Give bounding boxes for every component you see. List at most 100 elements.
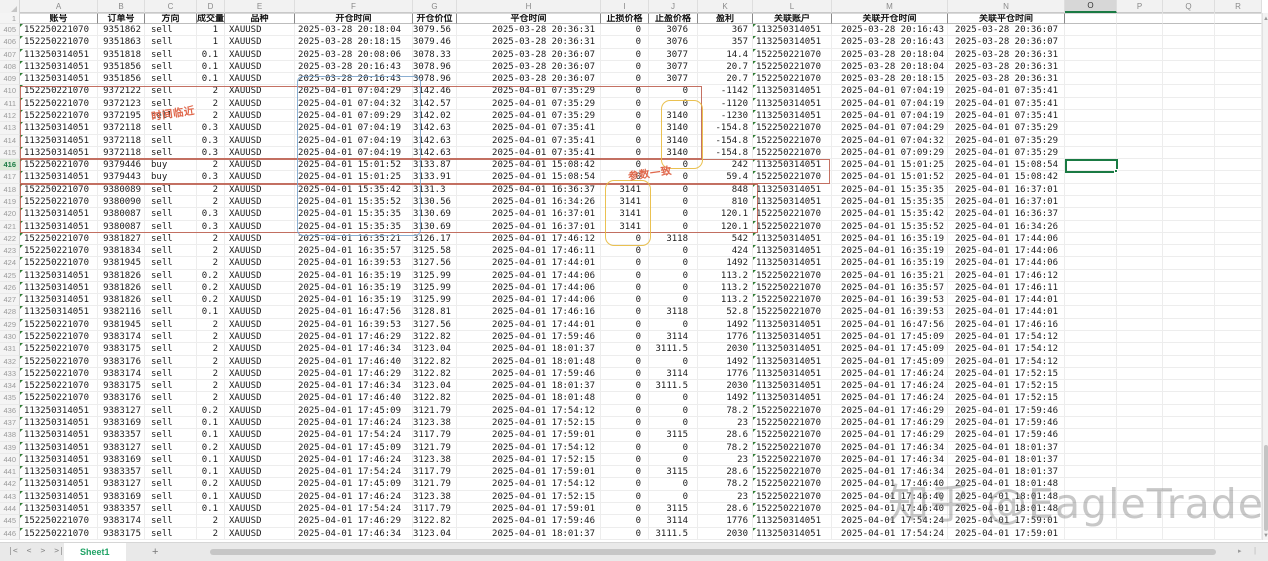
cell[interactable]: 9381945 xyxy=(98,257,145,270)
cell[interactable]: 9372118 xyxy=(98,122,145,135)
cell[interactable]: 3111.5 xyxy=(649,343,698,356)
cell[interactable]: 152250221070 xyxy=(753,122,832,135)
cell[interactable]: 23 xyxy=(698,490,753,503)
cell[interactable] xyxy=(1065,490,1117,503)
cell[interactable] xyxy=(1163,478,1215,491)
vertical-scrollbar-thumb[interactable] xyxy=(1264,445,1268,531)
cell[interactable]: 2025-04-01 16:37:01 xyxy=(457,208,601,221)
cell[interactable]: XAUUSD xyxy=(225,417,295,430)
cell[interactable]: 3141 xyxy=(601,183,649,196)
cell[interactable]: 2025-04-01 07:09:29 xyxy=(832,146,948,160)
row-header-446[interactable]: 446 xyxy=(0,527,20,540)
cell[interactable]: 9383169 xyxy=(98,490,145,503)
cell[interactable]: 152250221070 xyxy=(753,60,832,74)
column-header-J[interactable]: J xyxy=(649,0,698,13)
cell[interactable]: 2030 xyxy=(698,527,753,540)
cell[interactable]: 2025-04-01 17:54:24 xyxy=(832,527,948,540)
cell[interactable]: 113250314051 xyxy=(753,159,832,172)
cell[interactable]: 2 xyxy=(197,527,225,540)
cell[interactable]: 2025-04-01 17:52:15 xyxy=(948,392,1065,405)
cell[interactable]: 0 xyxy=(649,159,698,172)
cell[interactable]: 0 xyxy=(601,245,649,258)
cell[interactable]: 424 xyxy=(698,245,753,258)
cell[interactable] xyxy=(1215,490,1262,503)
cell[interactable] xyxy=(1117,36,1163,49)
cell[interactable]: 1776 xyxy=(698,367,753,381)
scroll-right-icon[interactable]: ▸ xyxy=(1238,548,1242,555)
cell[interactable]: 152250221070 xyxy=(753,466,832,479)
cell[interactable] xyxy=(1065,392,1117,405)
cell[interactable]: sell xyxy=(145,318,197,332)
cell[interactable]: 0.3 xyxy=(197,134,225,147)
cell[interactable]: 113250314051 xyxy=(20,478,98,491)
cell[interactable] xyxy=(1065,343,1117,356)
row-header-1[interactable]: 1 xyxy=(0,13,20,24)
cell[interactable]: 3123.04 xyxy=(413,380,457,393)
cell[interactable]: 242 xyxy=(698,159,753,172)
cell[interactable] xyxy=(1065,60,1117,74)
cell[interactable]: 113250314051 xyxy=(20,294,98,307)
cell[interactable]: 2025-04-01 07:04:19 xyxy=(832,85,948,98)
cell[interactable]: XAUUSD xyxy=(225,146,295,160)
cell[interactable] xyxy=(1215,24,1262,37)
cell[interactable] xyxy=(1215,36,1262,49)
cell[interactable]: 0 xyxy=(649,478,698,491)
row-header-405[interactable]: 405 xyxy=(0,24,20,37)
cell[interactable] xyxy=(1163,159,1215,172)
cell[interactable]: 0 xyxy=(601,392,649,405)
cell[interactable]: 0 xyxy=(601,48,649,61)
cell[interactable]: 1 xyxy=(197,24,225,37)
cell[interactable]: 0 xyxy=(601,171,649,184)
cell[interactable]: 2025-04-01 15:35:52 xyxy=(832,220,948,233)
cell[interactable]: 9351856 xyxy=(98,73,145,86)
row-header-430[interactable]: 430 xyxy=(0,331,20,344)
cell[interactable] xyxy=(1215,355,1262,368)
cell[interactable]: 2025-04-01 07:04:29 xyxy=(832,122,948,135)
cell[interactable]: 0.1 xyxy=(197,429,225,442)
cell[interactable]: 9380087 xyxy=(98,220,145,233)
cell[interactable]: 152250221070 xyxy=(753,478,832,491)
cell[interactable]: -1120 xyxy=(698,97,753,110)
cell[interactable]: 3079.56 xyxy=(413,24,457,37)
cell[interactable]: 28.6 xyxy=(698,466,753,479)
cell[interactable]: 2025-04-01 17:59:01 xyxy=(457,429,601,442)
cell[interactable]: 3122.82 xyxy=(413,355,457,368)
cell[interactable]: sell xyxy=(145,380,197,393)
cell[interactable] xyxy=(1117,331,1163,344)
cell[interactable]: XAUUSD xyxy=(225,294,295,307)
cell[interactable]: -154.8 xyxy=(698,134,753,147)
cell[interactable]: 2025-04-01 16:35:57 xyxy=(832,281,948,295)
cell[interactable]: sell xyxy=(145,195,197,209)
cell[interactable] xyxy=(1117,478,1163,491)
cell[interactable]: 152250221070 xyxy=(20,36,98,49)
cell[interactable] xyxy=(1163,97,1215,110)
cell[interactable]: 113250314051 xyxy=(753,195,832,209)
cell[interactable] xyxy=(1117,97,1163,110)
cell[interactable] xyxy=(1117,245,1163,258)
first-sheet-icon[interactable]: |< xyxy=(8,546,18,555)
cell[interactable]: 9372123 xyxy=(98,97,145,110)
cell[interactable]: 2025-04-01 07:04:19 xyxy=(832,109,948,123)
cell[interactable]: 2025-04-01 17:46:29 xyxy=(832,404,948,417)
cell[interactable]: 2025-04-01 16:39:53 xyxy=(295,257,413,270)
header-cell[interactable]: 止损价格 xyxy=(601,13,649,24)
cell[interactable]: 28.6 xyxy=(698,502,753,516)
cell[interactable]: 0 xyxy=(649,453,698,467)
cell[interactable]: 3142.57 xyxy=(413,97,457,110)
cell[interactable]: 113250314051 xyxy=(753,232,832,246)
cell[interactable]: 2025-04-01 18:01:37 xyxy=(457,527,601,540)
cell[interactable]: 2025-03-28 20:36:07 xyxy=(457,48,601,61)
cell[interactable] xyxy=(1117,85,1163,98)
row-header-438[interactable]: 438 xyxy=(0,429,20,442)
header-cell[interactable]: 成交量 xyxy=(197,13,225,24)
cell[interactable] xyxy=(1163,294,1215,307)
cell[interactable]: 9383176 xyxy=(98,355,145,368)
cell[interactable]: 2025-03-28 20:16:43 xyxy=(295,73,413,86)
cell[interactable] xyxy=(1163,134,1215,147)
cell[interactable]: 2 xyxy=(197,109,225,123)
cell[interactable]: 2025-04-01 07:35:29 xyxy=(457,97,601,110)
cell[interactable]: 152250221070 xyxy=(20,97,98,110)
cell[interactable]: 2025-04-01 16:34:26 xyxy=(457,195,601,209)
cell[interactable]: sell xyxy=(145,183,197,196)
cell[interactable]: 152250221070 xyxy=(753,73,832,86)
